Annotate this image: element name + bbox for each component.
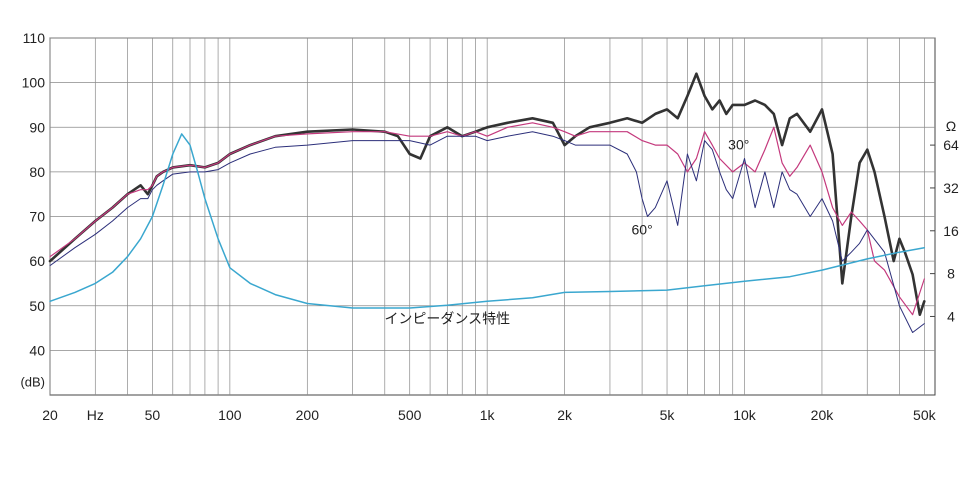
annotation-1: 60°	[632, 221, 653, 237]
y-tick-label: 80	[29, 164, 45, 180]
series-line-2	[49, 131, 925, 333]
grid-layer	[49, 37, 936, 396]
x-tick-label: 50k	[913, 407, 937, 423]
series-layer	[48, 72, 926, 333]
y-tick-label: 60	[29, 253, 45, 269]
x-tick-label: 10k	[733, 407, 757, 423]
annotation-layer: 30° 60° インピーダンス特性	[384, 137, 749, 327]
x-tick-label: 2k	[557, 407, 573, 423]
x-tick-label: 100	[218, 407, 242, 423]
right-tick-label: 8	[947, 266, 955, 282]
annotation-0: 30°	[728, 137, 749, 153]
x-tick-label: 200	[296, 407, 320, 423]
x-tick-label: Hz	[87, 407, 104, 423]
annotation-2: インピーダンス特性	[384, 311, 510, 327]
right-tick-label: 32	[943, 180, 959, 196]
right-tick-label: 16	[943, 223, 959, 239]
right-tick-label: 4	[947, 308, 955, 324]
series-line-1	[49, 122, 925, 316]
axis-layer: 40 50 60 70 80 90 100 110 (dB) 20 Hz 50 100 200 500 1k 2…	[20, 30, 959, 423]
right-unit-label: Ω	[946, 118, 956, 134]
x-tick-label: 20	[42, 407, 58, 423]
y-tick-label: 50	[29, 298, 45, 314]
y-tick-label: 40	[29, 342, 45, 358]
x-tick-label: 50	[145, 407, 161, 423]
x-tick-label: 500	[398, 407, 422, 423]
series-line-3	[49, 133, 926, 309]
x-tick-label: 5k	[660, 407, 676, 423]
x-tick-label: 20k	[811, 407, 835, 423]
y-unit-label: (dB)	[20, 375, 45, 390]
y-tick-label: 110	[23, 30, 46, 46]
right-tick-label: 64	[943, 137, 959, 153]
y-tick-label: 70	[29, 209, 45, 225]
y-tick-label: 90	[29, 119, 45, 135]
x-tick-label: 1k	[480, 407, 496, 423]
y-tick-label: 100	[22, 75, 46, 91]
